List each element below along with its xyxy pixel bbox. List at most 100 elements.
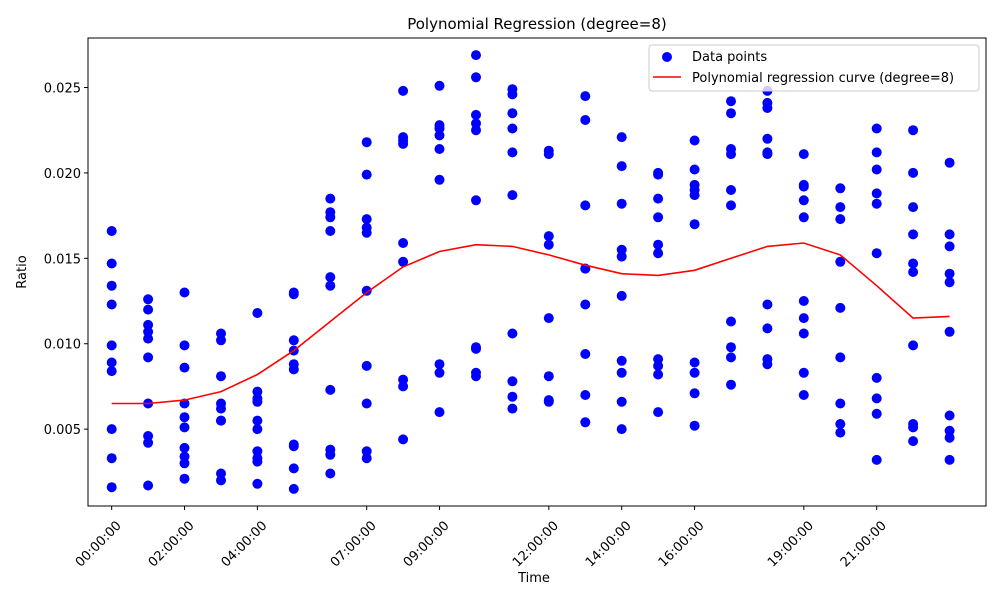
data-point (398, 238, 409, 248)
legend-label-regression-curve: Polynomial regression curve (degree=8) (692, 71, 954, 86)
data-point (325, 212, 336, 223)
data-point (871, 248, 882, 259)
data-point (726, 108, 736, 119)
data-point (507, 190, 518, 201)
data-point (543, 239, 554, 250)
legend-marker-data-points (662, 52, 672, 62)
data-point (361, 137, 372, 148)
data-point (216, 468, 226, 479)
data-point (507, 391, 518, 402)
data-point (871, 372, 882, 383)
data-point (179, 442, 190, 453)
data-point (762, 133, 773, 144)
data-point (434, 174, 445, 185)
data-point (653, 239, 664, 250)
legend-label-data-points: Data points (692, 50, 767, 65)
data-point (106, 357, 117, 368)
data-point (434, 80, 445, 91)
data-point (726, 379, 736, 390)
data-point (143, 319, 154, 330)
data-point (798, 390, 809, 400)
data-point (653, 369, 664, 380)
data-point (543, 396, 554, 407)
data-point (580, 390, 591, 400)
data-point (908, 125, 919, 136)
legend: Data points Polynomial regression curve … (648, 44, 980, 92)
data-point (471, 50, 481, 61)
data-point (143, 304, 154, 315)
data-point (106, 258, 117, 269)
data-point (252, 308, 263, 318)
y-tick-label: 0.025 (44, 82, 81, 97)
data-point (507, 123, 518, 134)
data-point (616, 355, 627, 366)
data-point (835, 352, 846, 363)
y-axis-ticks: 0.005 0.010 0.015 0.020 0.025 (44, 82, 88, 438)
data-point (288, 335, 299, 346)
data-point (361, 285, 372, 296)
data-point (143, 294, 154, 305)
data-point (507, 108, 518, 119)
data-point (507, 147, 518, 158)
chart-title: Polynomial Regression (degree=8) (407, 15, 667, 33)
data-point (689, 135, 700, 146)
data-point (726, 316, 736, 327)
data-point (689, 190, 700, 201)
data-point (252, 446, 263, 457)
data-point (398, 138, 409, 149)
data-point (106, 340, 117, 351)
data-point (398, 85, 409, 96)
data-point (580, 115, 591, 125)
data-point (871, 164, 882, 175)
data-point (908, 267, 919, 277)
plot-frame-border (87, 37, 987, 507)
plot-area (88, 38, 986, 506)
data-point (798, 149, 809, 160)
data-point (471, 109, 481, 120)
y-tick-label: 0.015 (44, 252, 81, 267)
data-point (288, 364, 299, 375)
data-point (179, 412, 190, 423)
data-point (835, 214, 846, 225)
data-point (106, 299, 117, 310)
data-point (216, 371, 226, 382)
data-point (106, 226, 117, 236)
data-point (325, 272, 336, 283)
data-point (252, 424, 263, 435)
data-point (871, 188, 882, 199)
data-point (616, 367, 627, 378)
y-tick-label: 0.005 (44, 423, 81, 438)
data-point (288, 441, 299, 452)
data-point (543, 149, 554, 160)
data-point (944, 229, 955, 240)
data-point (106, 453, 117, 464)
data-point (434, 367, 445, 378)
data-point (798, 212, 809, 223)
data-point (434, 144, 445, 154)
data-point (143, 437, 154, 448)
data-point (288, 463, 299, 474)
data-point (616, 132, 627, 143)
data-point (143, 333, 154, 344)
data-point (507, 328, 518, 339)
data-point (580, 299, 591, 310)
data-point (325, 280, 336, 291)
data-point (507, 403, 518, 414)
data-point (106, 280, 117, 291)
data-point (616, 198, 627, 209)
data-point (580, 349, 591, 359)
data-point (944, 425, 955, 436)
scatter-points (106, 50, 955, 494)
data-point (835, 183, 846, 194)
data-point (835, 427, 846, 438)
data-point (616, 161, 627, 172)
data-point (726, 185, 736, 195)
data-point (689, 388, 700, 399)
data-point (944, 157, 955, 168)
data-point (361, 227, 372, 238)
data-point (325, 193, 336, 204)
data-point (471, 371, 481, 382)
data-point (471, 72, 481, 83)
regression-line (111, 242, 950, 405)
